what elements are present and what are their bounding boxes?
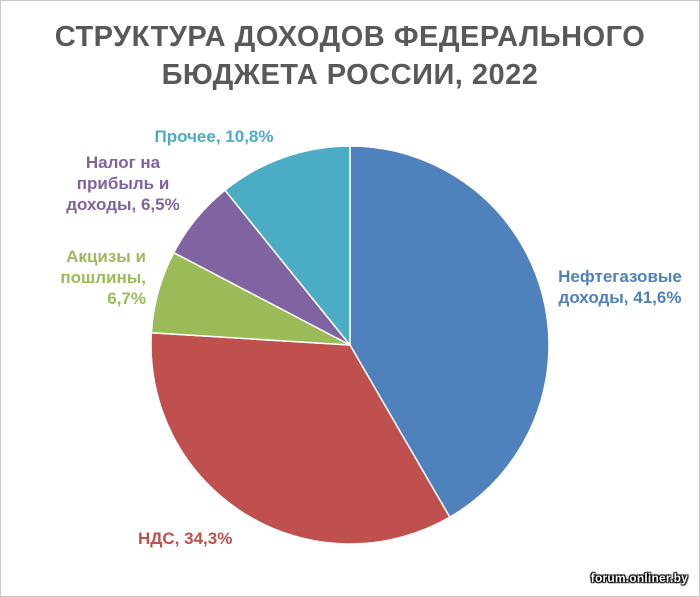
slice-label-oil-gas-line-2: доходы, 41,6% xyxy=(558,288,682,307)
chart-title-line-1: СТРУКТУРА ДОХОДОВ ФЕДЕРАЛЬНОГО xyxy=(54,21,646,53)
slice-label-vat: НДС, 34,3% xyxy=(138,528,278,549)
slice-label-excise: Акцизы и пошлины, 6,7% xyxy=(40,246,146,309)
chart-title-line-2: БЮДЖЕТА РОССИИ, 2022 xyxy=(161,59,539,91)
slice-label-excise-line-1: Акцизы и xyxy=(66,247,146,266)
pie-slice-vat xyxy=(150,332,451,545)
slice-label-profit-tax-line-2: прибыль и xyxy=(76,174,170,193)
slice-label-profit-tax-line-1: Налог на xyxy=(85,153,161,172)
pie-slice-oil-gas xyxy=(349,145,550,518)
pie-slice-other xyxy=(224,145,351,346)
slice-label-excise-line-2: пошлины, xyxy=(60,268,146,287)
chart-title: СТРУКТУРА ДОХОДОВ ФЕДЕРАЛЬНОГО БЮДЖЕТА Р… xyxy=(0,18,700,94)
watermark: forum.onliner.by xyxy=(590,571,688,585)
slice-label-other-line-1: Прочее, 10,8% xyxy=(154,127,274,146)
slice-label-excise-line-3: 6,7% xyxy=(107,289,146,308)
slice-label-other: Прочее, 10,8% xyxy=(148,126,280,147)
slice-label-oil-gas: Нефтегазовые доходы, 41,6% xyxy=(556,266,684,308)
slice-label-oil-gas-line-1: Нефтегазовые xyxy=(558,267,682,286)
slice-label-vat-line-1: НДС, 34,3% xyxy=(138,529,233,548)
slice-label-profit-tax-line-3: доходы, 6,5% xyxy=(66,195,180,214)
slice-label-profit-tax: Налог на прибыль и доходы, 6,5% xyxy=(56,152,190,215)
